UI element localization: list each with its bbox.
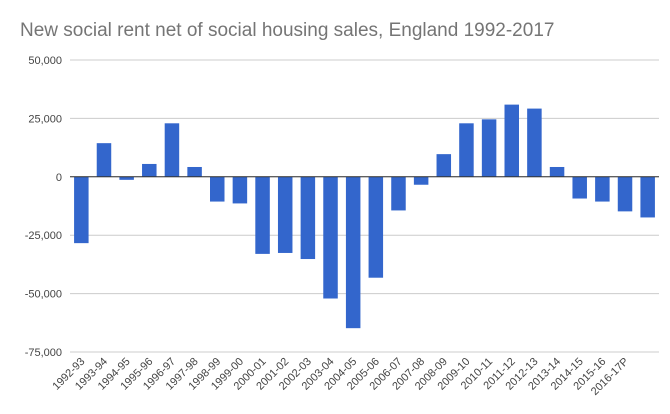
bar: [617, 176, 633, 212]
y-tick-label: -25,000: [25, 230, 62, 242]
chart-title: New social rent net of social housing sa…: [20, 20, 554, 41]
bar: [255, 176, 270, 254]
bar: [119, 176, 134, 180]
bar: [391, 176, 406, 211]
bar: [572, 176, 587, 199]
bar: [368, 176, 384, 278]
bar: [300, 176, 316, 260]
bar: [481, 119, 497, 177]
bar: [164, 123, 180, 177]
bar: [277, 176, 293, 253]
bar: [345, 176, 361, 329]
bar: [413, 176, 429, 185]
bar: [527, 108, 542, 177]
y-tick-label: -50,000: [25, 289, 62, 301]
y-tick-label: 0: [56, 172, 62, 184]
y-tick-label: 50,000: [28, 55, 62, 67]
y-tick-label: 25,000: [28, 113, 62, 125]
bar: [504, 104, 519, 177]
y-tick-label: -75,000: [25, 347, 62, 359]
bar: [323, 176, 338, 299]
bar: [96, 143, 112, 177]
bar: [640, 176, 655, 218]
bar: [187, 166, 202, 177]
bar: [210, 176, 225, 202]
bar: [74, 176, 89, 244]
bar: [595, 176, 610, 202]
bar: [549, 166, 565, 177]
bar: [142, 163, 157, 177]
bar: [459, 123, 474, 177]
bar: [436, 154, 452, 177]
bar: [232, 176, 248, 204]
